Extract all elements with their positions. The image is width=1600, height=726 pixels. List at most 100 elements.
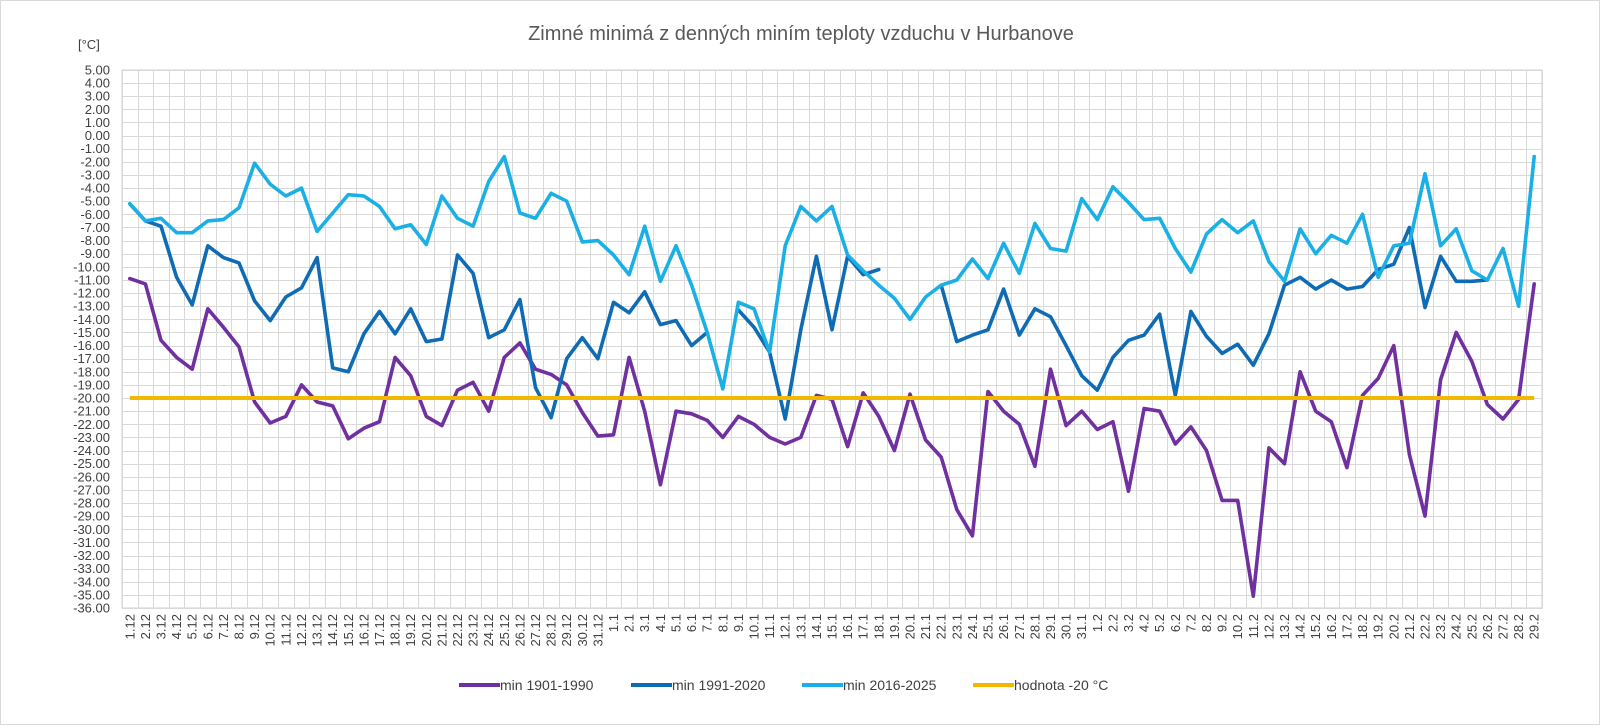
x-tick-label: 3.12 [154, 614, 169, 639]
grid [121, 69, 1543, 609]
x-tick-label: 10.12 [263, 614, 278, 647]
x-tick-label: 2.12 [138, 614, 153, 639]
y-tick-label: -26.00 [73, 469, 110, 484]
x-tick-label: 20.1 [903, 614, 918, 639]
y-tick-label: -2.00 [80, 154, 110, 169]
x-tick-label: 21.1 [918, 614, 933, 639]
y-tick-label: -21.00 [73, 404, 110, 419]
x-tick-label: 1.2 [1090, 614, 1105, 632]
x-tick-label: 7.2 [1183, 614, 1198, 632]
x-tick-label: 8.12 [232, 614, 247, 639]
x-tick-label: 1.12 [122, 614, 137, 639]
y-tick-label: -1.00 [80, 141, 110, 156]
x-tick-label: 1.1 [606, 614, 621, 632]
x-tick-label: 5.1 [668, 614, 683, 632]
y-tick-label: -30.00 [73, 522, 110, 537]
y-tick-label: -15.00 [73, 325, 110, 340]
x-tick-label: 5.2 [1152, 614, 1167, 632]
y-tick-label: -6.00 [80, 207, 110, 222]
y-tick-label: -3.00 [80, 167, 110, 182]
y-tick-label: -20.00 [73, 391, 110, 406]
x-tick-label: 15.1 [825, 614, 840, 639]
x-tick-label: 6.1 [684, 614, 699, 632]
x-tick-label: 2.2 [1105, 614, 1120, 632]
y-tick-label: -11.00 [74, 272, 110, 287]
y-axis-ticks: 5.004.003.002.001.000.00-1.00-2.00-3.00-… [73, 63, 110, 616]
series-lines [128, 154, 1536, 598]
x-tick-label: 6.12 [200, 614, 215, 639]
x-tick-label: 5.12 [185, 614, 200, 639]
x-tick-label: 26.2 [1480, 614, 1495, 639]
plot-area [121, 69, 1543, 609]
x-tick-label: 31.1 [1074, 614, 1089, 639]
x-tick-label: 4.12 [169, 614, 184, 639]
x-tick-label: 24.12 [481, 614, 496, 647]
y-tick-label: -18.00 [73, 364, 110, 379]
y-tick-label: -25.00 [73, 456, 110, 471]
x-tick-label: 18.12 [388, 614, 403, 647]
x-tick-label: 13.1 [793, 614, 808, 639]
x-tick-label: 20.2 [1386, 614, 1401, 639]
x-tick-label: 19.2 [1371, 614, 1386, 639]
x-tick-label: 28.1 [1027, 614, 1042, 639]
y-tick-label: -14.00 [73, 312, 110, 327]
x-tick-label: 19.1 [887, 614, 902, 639]
x-tick-label: 17.2 [1339, 614, 1354, 639]
x-tick-label: 26.1 [996, 614, 1011, 639]
x-tick-label: 3.1 [637, 614, 652, 632]
x-tick-label: 24.1 [965, 614, 980, 639]
x-tick-label: 14.2 [1293, 614, 1308, 639]
x-tick-label: 12.2 [1261, 614, 1276, 639]
x-tick-label: 2.1 [622, 614, 637, 632]
x-tick-label: 4.2 [1137, 614, 1152, 632]
x-tick-label: 29.12 [559, 614, 574, 647]
y-tick-label: -7.00 [80, 220, 110, 235]
x-tick-label: 18.1 [871, 614, 886, 639]
x-tick-label: 18.2 [1355, 614, 1370, 639]
x-tick-label: 9.1 [731, 614, 746, 632]
x-tick-label: 30.12 [575, 614, 590, 647]
x-tick-label: 17.1 [856, 614, 871, 639]
x-tick-label: 8.1 [715, 614, 730, 632]
legend-label: hodnota -20 °C [1014, 677, 1108, 693]
x-tick-label: 28.12 [544, 614, 559, 647]
x-tick-label: 22.2 [1417, 614, 1432, 639]
legend-label: min 2016-2025 [843, 677, 937, 693]
x-tick-label: 13.12 [310, 614, 325, 647]
x-tick-label: 16.2 [1324, 614, 1339, 639]
legend-label: min 1991-2020 [672, 677, 766, 693]
x-tick-label: 15.2 [1308, 614, 1323, 639]
y-tick-label: -22.00 [73, 417, 110, 432]
x-tick-label: 6.2 [1168, 614, 1183, 632]
y-tick-label: 4.00 [85, 76, 110, 91]
y-tick-label: -23.00 [73, 430, 110, 445]
chart-title: Zimné minimá z denných miním teploty vzd… [528, 23, 1074, 45]
x-tick-label: 11.1 [762, 614, 777, 638]
y-tick-label: -12.00 [73, 286, 110, 301]
x-tick-label: 21.2 [1402, 614, 1417, 639]
y-tick-label: -29.00 [73, 509, 110, 524]
x-tick-label: 14.12 [325, 614, 340, 647]
y-tick-label: 0.00 [85, 128, 110, 143]
x-tick-label: 7.12 [216, 614, 231, 639]
x-tick-label: 20.12 [419, 614, 434, 647]
x-tick-label: 17.12 [372, 614, 387, 647]
y-tick-label: -17.00 [73, 351, 110, 366]
y-tick-label: -16.00 [73, 338, 110, 353]
x-tick-label: 22.12 [450, 614, 465, 647]
y-axis-unit-label: [°C] [78, 37, 100, 52]
series-line-3 [128, 154, 1536, 391]
legend: min 1901-1990 min 1991-2020 min 2016-2025 h… [459, 677, 1108, 693]
x-tick-label: 25.2 [1464, 614, 1479, 639]
y-tick-label: 5.00 [85, 63, 110, 78]
x-tick-label: 23.1 [949, 614, 964, 639]
y-tick-label: -34.00 [73, 574, 110, 589]
y-tick-label: 3.00 [85, 89, 110, 104]
legend-label: min 1901-1990 [500, 677, 594, 693]
x-tick-label: 21.12 [434, 614, 449, 647]
x-tick-label: 9.12 [247, 614, 262, 639]
x-tick-label: 12.12 [294, 614, 309, 647]
y-tick-label: 2.00 [85, 102, 110, 117]
y-tick-label: -31.00 [73, 535, 110, 550]
